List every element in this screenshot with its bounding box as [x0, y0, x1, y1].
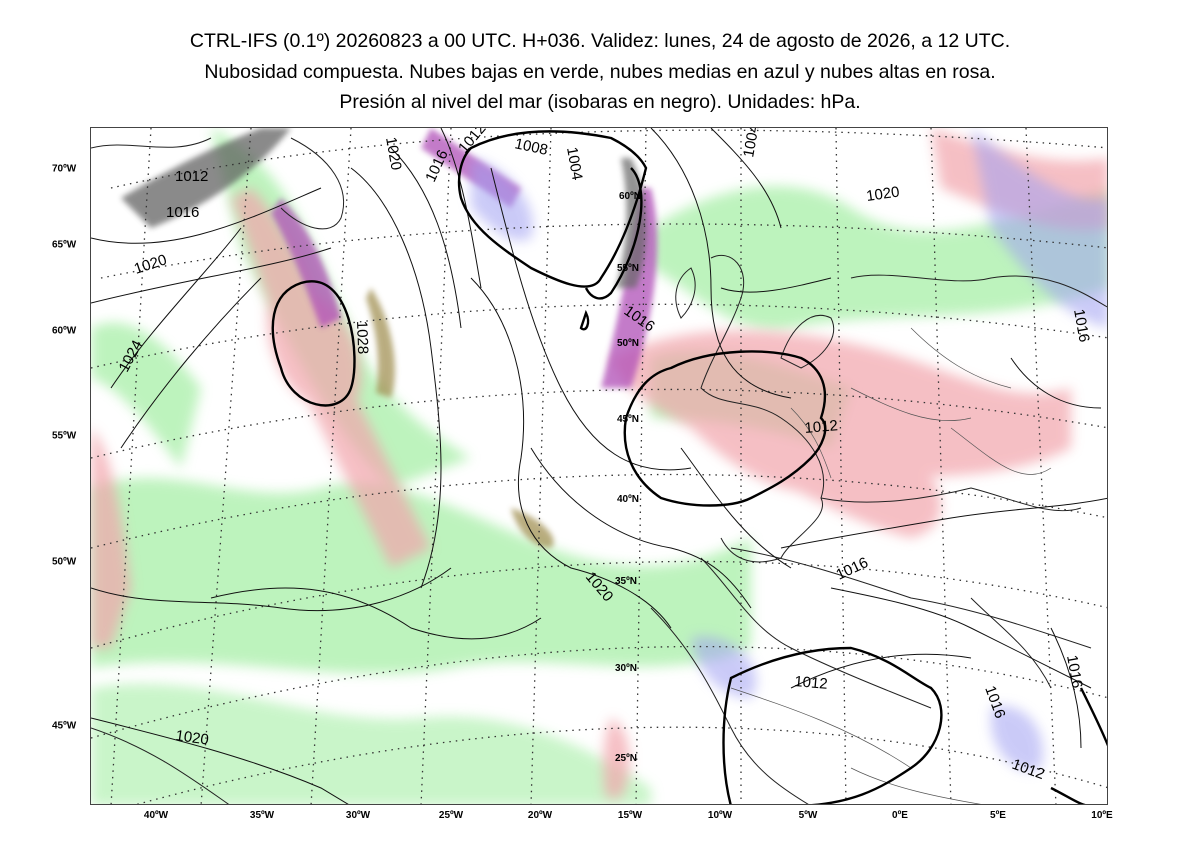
lat-axis-label: 70ºW: [52, 163, 77, 175]
isobar-label: 1012: [175, 168, 208, 185]
title-line-3: Presión al nivel del mar (isobaras en ne…: [339, 91, 861, 113]
lat-axis-label: 55ºW: [52, 430, 77, 442]
lat-axis-label: 65ºW: [52, 239, 77, 251]
chart-title: CTRL-IFS (0.1º) 20260823 a 00 UTC. H+036…: [0, 26, 1200, 118]
isobar-label: 1016: [981, 684, 1008, 721]
isobar-label: 1028: [353, 321, 371, 355]
isobar-label: 1020: [865, 183, 900, 204]
isobar-label: 1012: [804, 417, 839, 437]
isobar-label: 1008: [513, 135, 549, 159]
lon-label: 30ºW: [345, 810, 371, 821]
lat-label-40n: 40ºN: [617, 494, 639, 505]
isobar-label: 1016: [422, 147, 452, 184]
lat-label-50n: 50ºN: [617, 338, 639, 349]
isobars-thin: [91, 128, 1107, 804]
isobar-label: 1020: [382, 136, 405, 172]
isobar-label: 1016: [1063, 654, 1086, 690]
lat-label-45n: 45ºN: [617, 414, 639, 425]
weather-map: 60ºN 55ºN 50ºN 45ºN 40ºN 35ºN 30ºN 25ºN …: [91, 128, 1107, 804]
isobar-label: 1020: [132, 251, 169, 277]
lon-label: 15ºW: [617, 810, 643, 821]
isobar-label: 1016: [1070, 308, 1093, 344]
lat-axis-label: 45ºW: [52, 720, 77, 732]
isobar-label: 1020: [174, 727, 209, 748]
lon-label: 40ºW: [143, 810, 169, 821]
lat-label-55n: 55ºN: [617, 263, 639, 274]
title-line-2: Nubosidad compuesta. Nubes bajas en verd…: [204, 60, 996, 83]
cloud-layer-mid: [471, 128, 1107, 771]
lat-label-25n: 25ºN: [615, 753, 637, 764]
lon-label: 0ºE: [892, 810, 908, 821]
map-panel: 60ºN 55ºN 50ºN 45ºN 40ºN 35ºN 30ºN 25ºN …: [90, 127, 1108, 805]
title-line-1: CTRL-IFS (0.1º) 20260823 a 00 UTC. H+036…: [189, 30, 1011, 52]
lat-label-35n: 35ºN: [615, 576, 637, 587]
lat-axis-label: 60ºW: [52, 325, 77, 337]
lon-label: 5ºE: [990, 810, 1006, 821]
isobar-label: 1004: [740, 128, 763, 159]
lon-label: 35ºW: [249, 810, 275, 821]
lat-label-30n: 30ºN: [615, 663, 637, 674]
country-borders: [730, 327, 1052, 804]
lon-label: 10ºW: [707, 810, 733, 821]
isobars-thick: [271, 130, 1107, 804]
lon-label: 5ºW: [798, 810, 818, 821]
isobar-label: 1012: [794, 673, 829, 693]
inner-latitude-labels: 60ºN 55ºN 50ºN 45ºN 40ºN 35ºN 30ºN 25ºN: [615, 191, 641, 764]
coastlines: [91, 137, 1107, 804]
lon-label: 10ºE: [1091, 810, 1113, 821]
lat-axis-label: 50ºW: [52, 556, 77, 568]
lon-label: 20ºW: [527, 810, 553, 821]
isobar-label: 1016: [166, 204, 199, 221]
graticule: [91, 128, 1107, 804]
lat-label-60n: 60ºN: [619, 191, 641, 202]
isobar-label: 1004: [563, 146, 586, 182]
cloud-layer-overlap: [121, 128, 647, 548]
lon-label: 25ºW: [438, 810, 464, 821]
